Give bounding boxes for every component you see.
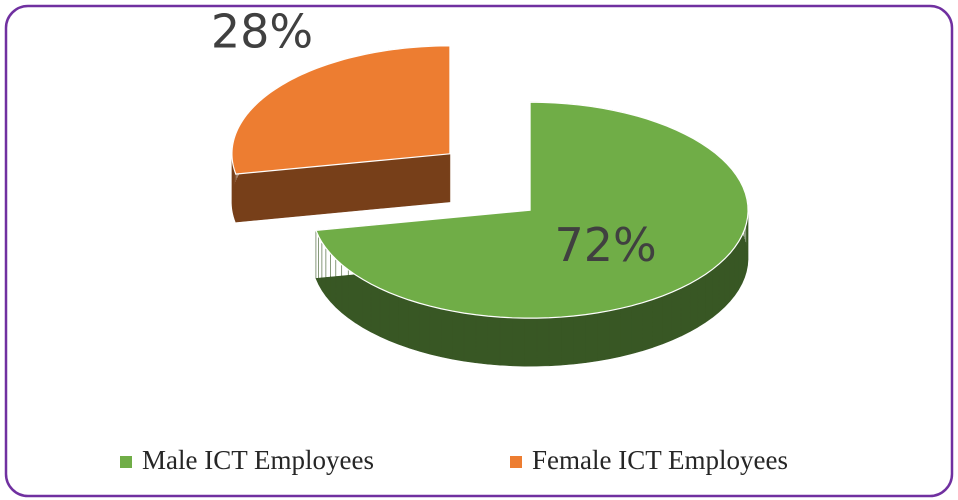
legend-swatch [510, 456, 522, 468]
slice [315, 101, 749, 319]
legend-swatch [120, 456, 132, 468]
data-label: 28% [211, 4, 313, 58]
data-label: 72% [555, 218, 657, 272]
slice [231, 45, 451, 175]
legend-label: Male ICT Employees [142, 445, 374, 475]
legend-label: Female ICT Employees [532, 445, 788, 475]
